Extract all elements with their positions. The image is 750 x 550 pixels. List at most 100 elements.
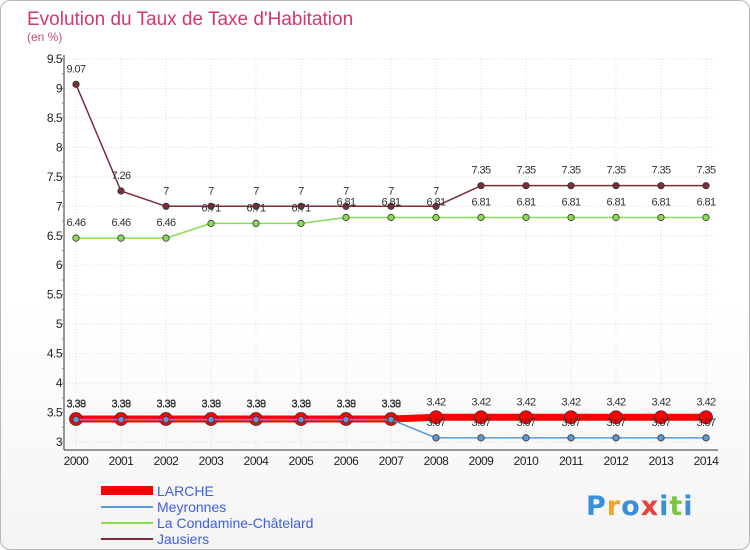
logo-letter: t [669,491,684,522]
data-point [117,187,125,195]
y-minor-tick [62,412,63,414]
data-point [612,182,620,190]
y-tick-label: 4 [56,376,63,390]
data-label: 6.81 [696,197,715,209]
y-minor-tick [62,235,63,237]
proxiti-logo: Proxiti [586,491,694,522]
data-point [342,416,350,424]
data-point [252,416,260,424]
data-point [342,202,350,210]
logo-letter: r [606,491,622,522]
data-point [72,80,80,88]
y-minor-tick [62,294,63,296]
data-label: 3.42 [471,396,490,408]
legend-label: Jausiers [157,531,209,547]
data-label: 3.39 [111,398,130,410]
axes: 3 3.5 4 4.5 5 5.5 6 6.5 7 7.5 8 8.5 9 9.5 2000 2001 2002… [47,52,720,468]
data-point [117,416,125,424]
data-point [432,213,440,222]
y-minor-tick [62,338,63,340]
data-label: 7.35 [561,165,580,177]
y-tick-label: 4.5 [47,347,63,361]
x-tick-label: 2000 [64,454,90,468]
data-point [252,219,260,227]
data-label: 3.42 [561,396,580,408]
y-minor-tick [62,250,63,251]
data-label: 6.81 [471,197,490,209]
data-point [387,202,395,210]
data-label: 7 [253,185,259,197]
data-label: 7.35 [696,165,715,177]
y-tick-label: 5.5 [47,288,63,302]
data-label: 3.38 [201,399,220,411]
data-label: 3.39 [336,398,355,410]
legend-swatch [101,486,153,495]
logo-letter: x [640,491,660,522]
legend-label: Meyronnes [157,499,226,515]
y-tick-label: 6.5 [47,229,63,243]
data-point [654,410,668,425]
data-label: 3.39 [381,398,400,410]
data-point [162,416,170,424]
x-tick-label: 2014 [694,454,720,468]
grid [66,58,716,448]
y-minor-tick [62,426,63,428]
legend-label: La Condamine-Châtelard [157,515,313,531]
data-point [207,202,215,210]
x-tick-label: 2013 [649,454,675,468]
y-tick-label: 6 [56,258,63,272]
x-tick-label: 2010 [514,454,540,468]
data-point [477,182,485,190]
data-label: 7 [343,185,349,197]
data-point [297,202,305,210]
x-tick-label: 2011 [559,454,584,468]
data-point [432,434,440,442]
data-label: 6.81 [336,197,355,209]
y-minor-tick [62,58,63,60]
y-tick-label: 9 [56,81,63,95]
logo-letter: o [621,491,641,522]
y-minor-tick [62,176,63,178]
series-la-condamine-ch-telard: 6.46 6.46 6.46 6.71 6.71 6.71 6.81 6.81 6.81 6.81… [66,197,717,242]
data-point [429,410,443,425]
y-minor-tick [62,308,63,310]
data-label: 7.35 [651,165,670,177]
y-minor-tick [62,441,63,443]
data-point [564,410,578,425]
data-point [522,434,530,442]
logo-letter: P [586,491,607,522]
data-point [387,213,395,222]
series-layer: 9.07 7.26 7 7 7 7 7 7 7 7.35 7.35 7.35 7.35 7.35 7.35 6… [66,63,717,442]
data-point [702,182,710,190]
x-tick-label: 2001 [109,454,135,468]
data-label: 3.39 [156,398,175,410]
data-point [477,434,485,442]
data-point [342,213,350,222]
data-label: 3.38 [381,399,400,411]
data-label: 6.46 [66,217,85,229]
data-point [519,410,533,425]
y-minor-tick [62,102,63,104]
data-label: 6.81 [651,197,670,209]
data-point [162,202,170,210]
data-point [207,219,215,227]
x-tick-label: 2006 [334,454,360,468]
data-point [72,416,80,424]
x-tick-label: 2002 [154,454,180,468]
data-label: 7.35 [606,165,625,177]
y-tick-label: 7 [56,199,63,213]
x-tick-label: 2007 [379,454,405,468]
data-label: 6.46 [156,217,175,229]
data-label: 3.38 [291,399,310,411]
data-point [297,416,305,424]
chart-subtitle: (en %) [27,30,62,44]
y-minor-tick [62,117,63,119]
data-label: 3.07 [516,417,535,429]
data-label: 7 [433,185,439,197]
data-point [207,416,215,424]
data-point [612,213,620,222]
data-point [657,434,665,442]
y-minor-tick [62,191,63,193]
y-tick-label: 8 [56,140,63,154]
